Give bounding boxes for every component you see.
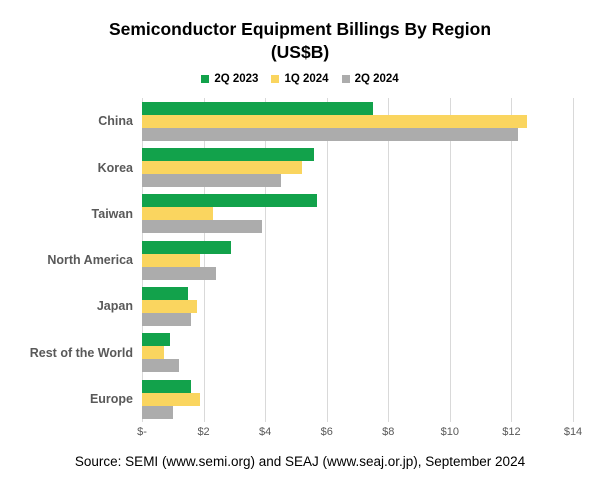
bar <box>142 101 373 115</box>
bar <box>142 405 173 419</box>
gridline <box>203 98 205 423</box>
legend: 2Q 2023 1Q 2024 2Q 2024 <box>0 73 600 85</box>
bar-group <box>142 237 573 283</box>
bar-group <box>142 98 573 144</box>
x-axis-tick-label: $12 <box>502 426 521 439</box>
bar-group <box>142 376 573 422</box>
category-label: Korea <box>97 160 133 175</box>
bar <box>142 253 201 267</box>
chart-title: Semiconductor Equipment Billings By Regi… <box>108 19 492 39</box>
category-label: North America <box>47 253 133 268</box>
bar <box>142 266 216 280</box>
category-label: Europe <box>89 392 133 407</box>
x-axis-tick-label: $2 <box>197 426 210 439</box>
bar-rows <box>142 98 573 422</box>
gridline <box>449 98 451 423</box>
x-axis-tick-label: $- <box>137 426 147 439</box>
bar-group <box>142 191 573 237</box>
bar-group <box>142 330 573 376</box>
bar <box>142 346 164 360</box>
gridline <box>511 98 513 423</box>
legend-label: 2Q 2024 <box>354 73 399 86</box>
x-axis-tick-label: $4 <box>259 426 272 439</box>
gridline <box>388 98 390 423</box>
bar <box>142 194 318 208</box>
source-note: Source: SEMI (www.semi.org) and SEAJ (ww… <box>74 454 526 470</box>
bar <box>142 114 527 128</box>
x-axis-tick-label: $6 <box>320 426 333 439</box>
legend-swatch <box>271 75 280 84</box>
gridline <box>573 98 574 423</box>
bar <box>142 286 189 300</box>
category-label: Rest of the World <box>29 345 133 360</box>
x-axis: $- $2 $4 $6 $8 $10 $12 $14 <box>137 426 582 441</box>
bar-group <box>142 144 573 190</box>
bar <box>142 127 518 141</box>
bar <box>142 174 281 188</box>
legend-label: 2Q 2023 <box>214 73 259 86</box>
bar <box>142 312 192 326</box>
bar <box>142 207 213 221</box>
legend-swatch <box>201 75 210 84</box>
plot-region: China Korea Taiwan North America Japan Rest o… <box>0 98 600 423</box>
bar <box>142 359 179 373</box>
gridline <box>326 98 328 423</box>
bar <box>142 161 303 175</box>
plot-area <box>142 98 574 423</box>
category-label: Taiwan <box>91 206 133 221</box>
bar <box>142 240 232 254</box>
legend-item: 2Q 2023 <box>201 73 258 85</box>
category-label: Japan <box>96 299 133 314</box>
bar <box>142 299 198 313</box>
bar <box>142 220 263 234</box>
bar <box>142 333 170 347</box>
bar-group <box>142 283 573 329</box>
bar <box>142 379 192 393</box>
chart-subtitle: (US$B) <box>270 42 330 63</box>
category-labels: China Korea Taiwan North America Japan Rest o… <box>0 98 133 422</box>
legend-swatch <box>341 75 350 84</box>
legend-label: 1Q 2024 <box>284 73 329 86</box>
category-label: China <box>98 114 133 129</box>
legend-item: 2Q 2024 <box>341 73 399 86</box>
x-axis-tick-label: $8 <box>382 426 395 439</box>
bar <box>142 392 201 406</box>
x-axis-tick-label: $10 <box>440 426 460 439</box>
gridline <box>265 98 267 423</box>
legend-item: 1Q 2024 <box>271 73 329 86</box>
bar <box>142 148 315 162</box>
x-axis-tick-label: $14 <box>563 426 583 439</box>
chart-container: Semiconductor Equipment Billings By Regi… <box>0 18 600 469</box>
